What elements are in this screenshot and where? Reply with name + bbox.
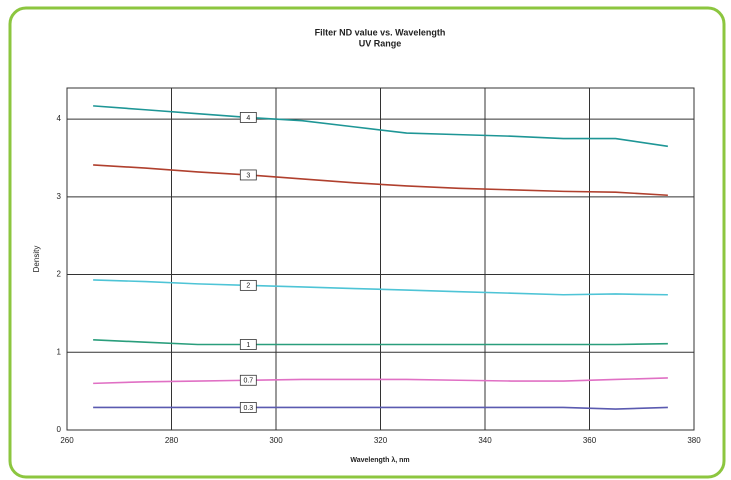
- series-label: 4: [246, 115, 250, 122]
- x-tick-label: 300: [269, 436, 283, 445]
- series-label-box: [239, 374, 257, 386]
- series-label: 0.3: [243, 405, 253, 412]
- y-tick-label: 1: [57, 347, 62, 356]
- series-line: [93, 279, 668, 296]
- x-tick-label: 260: [60, 436, 74, 445]
- chart-subtitle: UV Range: [359, 38, 402, 48]
- x-tick-label: 380: [687, 436, 701, 445]
- x-tick-label: 360: [583, 436, 597, 445]
- series-label-box: [239, 169, 257, 181]
- y-axis-label: Density: [32, 246, 41, 273]
- series-line: [93, 377, 668, 385]
- frame: [8, 6, 726, 479]
- series-label: 0.7: [243, 378, 253, 385]
- y-tick-label: 3: [57, 192, 62, 201]
- x-axis-label: Wavelength λ, nm: [350, 456, 409, 464]
- y-tick-label: 2: [57, 270, 62, 279]
- series-label: 2: [246, 283, 250, 290]
- x-tick-label: 340: [478, 436, 492, 445]
- x-tick-label: 320: [374, 436, 388, 445]
- series-line: [93, 339, 668, 346]
- series-label-box: [239, 339, 257, 350]
- y-tick-label: 0: [57, 425, 62, 434]
- series-label-box: [239, 402, 257, 413]
- series-label: 1: [246, 342, 250, 349]
- series-label-box: [239, 112, 257, 123]
- chart-title: Filter ND value vs. Wavelength: [315, 27, 446, 37]
- series-line: [93, 105, 668, 148]
- series-line: [93, 406, 668, 410]
- y-tick-label: 4: [57, 114, 62, 123]
- series-label-box: [239, 279, 257, 291]
- x-tick-label: 280: [165, 436, 179, 445]
- series-line: [93, 164, 668, 197]
- series-label: 3: [246, 172, 250, 179]
